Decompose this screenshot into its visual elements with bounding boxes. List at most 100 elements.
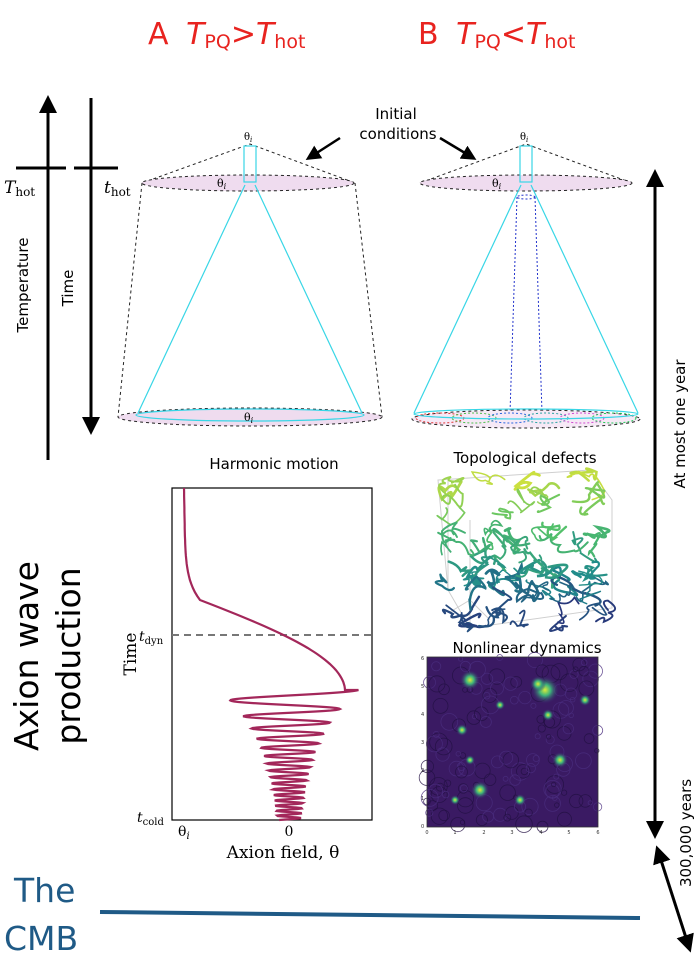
defect-string: [514, 580, 540, 603]
field-ripple: [518, 690, 532, 705]
field-blob: [579, 694, 591, 706]
nonlinear-yticks: 6 5 4 3 2 1 0: [421, 656, 424, 830]
cone-b: [411, 143, 641, 429]
cmb-label-line2: CMB: [4, 919, 78, 958]
field-ripple: [440, 713, 459, 731]
harmonic-motion-label: Harmonic motion: [209, 455, 338, 473]
field-ripple: [502, 751, 520, 769]
t-hot-label: Thot: [4, 178, 35, 199]
field-ripple: [459, 819, 466, 825]
defect-string: [541, 521, 568, 541]
defect-string: [549, 566, 579, 597]
theta-i-xtick: θi: [178, 824, 190, 842]
field-ripple: [420, 789, 439, 807]
defect-string: [539, 560, 569, 580]
field-ripple: [488, 668, 506, 685]
field-ripple: [457, 797, 474, 814]
nonlinear-dynamics-label: Nonlinear dynamics: [452, 639, 601, 657]
initial-conditions-arrow-left: [305, 136, 341, 161]
defect-string: [509, 609, 529, 628]
defect-string: [447, 560, 472, 578]
header-case-b: B TPQ<Thot: [418, 17, 575, 53]
theta-i-mid-b: θi: [492, 177, 502, 191]
field-blob: [495, 700, 505, 710]
cone-a: [117, 143, 383, 427]
theta-i-mid-a: θi: [217, 177, 227, 191]
defect-string: [513, 470, 541, 491]
at-most-one-year-label: At most one year: [671, 359, 689, 489]
field-ripple: [459, 784, 468, 793]
nonlinear-dynamics-image: [418, 652, 604, 833]
defect-string: [571, 560, 600, 580]
svg-text:0: 0: [421, 824, 424, 830]
t-cold-tick: tcold: [137, 810, 164, 828]
field-ripple: [568, 712, 574, 718]
svg-text:1: 1: [421, 796, 424, 802]
defect-string: [519, 558, 555, 578]
svg-text:6: 6: [596, 830, 599, 836]
field-ripple: [503, 813, 512, 822]
field-ripple: [499, 750, 514, 765]
field-ripple: [496, 654, 504, 661]
field-ripple: [525, 762, 536, 774]
defect-string: [470, 471, 506, 485]
temperature-label: Temperature: [14, 237, 32, 333]
svg-text:4: 4: [421, 712, 424, 718]
theta-i-top-a: θi: [244, 132, 252, 144]
field-blob: [460, 670, 480, 690]
svg-text:5: 5: [421, 684, 424, 690]
field-blob: [530, 676, 546, 692]
field-blob: [471, 781, 489, 799]
field-ripple: [554, 802, 560, 808]
field-ripple: [569, 669, 579, 679]
defect-string: [550, 581, 575, 603]
svg-text:6: 6: [421, 656, 424, 662]
field-ripple: [516, 764, 531, 779]
field-ripple: [425, 808, 434, 817]
defect-string: [469, 547, 497, 566]
field-ripple: [428, 675, 446, 693]
defect-string: [595, 599, 617, 624]
field-ripple: [425, 735, 443, 753]
field-ripple: [587, 800, 593, 806]
field-ripple: [505, 806, 519, 820]
defect-string: [520, 581, 550, 603]
defect-string: [571, 480, 606, 506]
field-ripple: [515, 815, 533, 833]
svg-text:0: 0: [425, 830, 428, 836]
defect-string: [483, 519, 504, 537]
defect-string: [434, 573, 455, 592]
svg-text:3: 3: [421, 740, 424, 746]
defect-string: [445, 604, 474, 629]
svg-text:2: 2: [482, 830, 485, 836]
defect-string: [509, 535, 529, 564]
field-ripple: [480, 672, 494, 685]
defect-string: [477, 555, 507, 570]
field-ripple: [499, 784, 516, 801]
field-ripple: [435, 747, 450, 762]
initial-conditions-line2: conditions: [359, 125, 436, 143]
defect-string: [571, 531, 598, 564]
svg-text:5: 5: [567, 830, 570, 836]
field-ripple: [503, 676, 518, 691]
cmb-label-line1: The: [13, 871, 75, 910]
field-ripple: [545, 734, 552, 740]
field-ripple: [592, 802, 603, 812]
field-ripple: [482, 810, 495, 823]
field-ripple: [575, 752, 592, 769]
field-ripple: [509, 774, 521, 786]
svg-text:3: 3: [510, 830, 513, 836]
field-ripple: [438, 809, 450, 822]
field-ripple: [431, 661, 442, 672]
cmb-line: [99, 910, 641, 920]
defect-string: [586, 532, 601, 558]
field-blob: [456, 724, 468, 736]
field-ripple: [537, 724, 546, 733]
field-blob: [542, 709, 554, 721]
defect-string: [566, 470, 606, 501]
field-ripple: [430, 786, 448, 803]
field-ripple: [483, 773, 497, 786]
field-ripple: [551, 781, 557, 788]
defect-string: [470, 536, 491, 554]
